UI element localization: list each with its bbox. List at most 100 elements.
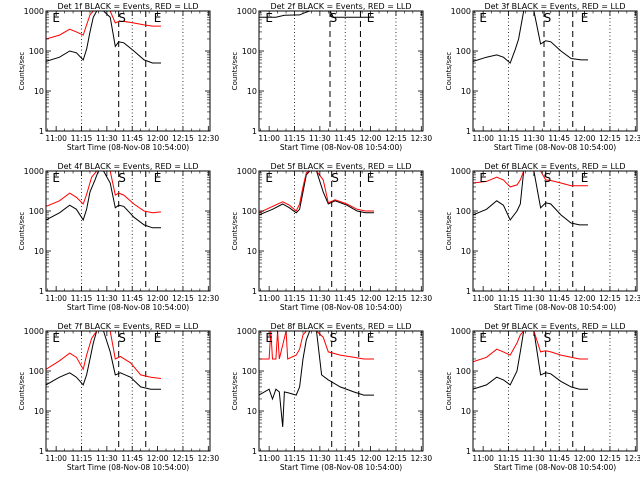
y-tick-label: 100 (29, 367, 44, 376)
x-tick-label: 11:45 (548, 134, 570, 143)
plot-frame (472, 10, 638, 132)
y-axis-label: Counts/sec (445, 372, 453, 411)
marker-e-end: E (581, 171, 589, 185)
series-group (46, 171, 162, 229)
x-axis-label: Start Time (08-Nov-08 10:54:00) (280, 303, 402, 312)
x-axis-label: Start Time (08-Nov-08 10:54:00) (494, 463, 616, 472)
y-axis-label: Counts/sec (231, 372, 239, 411)
marker-e-start: E (265, 11, 273, 25)
panel-det-2: Det 2f BLACK = Events, RED = LLD 1 10 100 10… (231, 2, 432, 152)
series-group (259, 11, 374, 18)
series-lld-line (259, 171, 374, 214)
marker-s: S (118, 331, 126, 345)
x-tick-label: 12:15 (385, 454, 407, 463)
panel-det-8: Det 8f BLACK = Events, RED = LLD 1 10 100 10… (231, 322, 432, 472)
y-tick-label: 10 (34, 87, 44, 96)
x-tick-label: 12:15 (172, 134, 194, 143)
panel-det-7: Det 7f BLACK = Events, RED = LLD 1 10 100 10… (18, 322, 219, 472)
x-tick-label: 11:30 (523, 294, 545, 303)
series-events-line (46, 331, 161, 390)
x-tick-label: 11:30 (309, 454, 331, 463)
x-axis-label: Start Time (08-Nov-08 10:54:00) (280, 143, 402, 152)
y-axis-label: Counts/sec (18, 372, 26, 411)
panel-title: Det 9f BLACK = Events, RED = LLD (484, 322, 625, 331)
panel-title: Det 4f BLACK = Events, RED = LLD (57, 162, 198, 171)
marker-e-start: E (52, 331, 60, 345)
marker-s: S (331, 171, 339, 185)
y-tick-label: 100 (242, 207, 257, 216)
x-tick-label: 11:15 (498, 294, 520, 303)
y-tick-label: 10 (247, 87, 257, 96)
x-tick-label: 12:00 (574, 454, 596, 463)
x-axis-label: Start Time (08-Nov-08 10:54:00) (67, 143, 189, 152)
x-tick-label: 11:45 (334, 294, 356, 303)
marker-e-end: E (581, 331, 589, 345)
y-tick-label: 100 (242, 367, 257, 376)
marker-e-end: E (367, 171, 375, 185)
y-tick-label: 10 (34, 407, 44, 416)
panel-det-4: Det 4f BLACK = Events, RED = LLD 1 10 100 10… (18, 162, 219, 312)
panel-det-5: Det 5f BLACK = Events, RED = LLD 1 10 100 10… (231, 162, 432, 312)
x-tick-label: 11:00 (472, 294, 494, 303)
x-tick-label: 12:30 (410, 294, 432, 303)
panel-title: Det 5f BLACK = Events, RED = LLD (270, 162, 411, 171)
panel-title: Det 7f BLACK = Events, RED = LLD (57, 322, 198, 331)
marker-s: S (330, 11, 338, 25)
x-tick-label: 11:45 (548, 294, 570, 303)
series-group (473, 11, 588, 64)
x-tick-label: 11:45 (121, 134, 143, 143)
x-tick-label: 12:15 (172, 294, 194, 303)
marker-e-end: E (581, 11, 589, 25)
series-events-line (46, 11, 161, 64)
marker-e-end: E (367, 11, 375, 25)
series-events-line (46, 171, 161, 229)
series-events-line (473, 331, 588, 390)
x-tick-label: 12:00 (147, 134, 169, 143)
x-axis-label: Start Time (08-Nov-08 10:54:00) (494, 143, 616, 152)
plot-frame (258, 10, 424, 132)
marker-e-end: E (154, 331, 162, 345)
x-tick-label: 12:15 (599, 454, 621, 463)
marker-e-start: E (479, 331, 487, 345)
x-tick-label: 12:15 (599, 294, 621, 303)
x-tick-label: 11:15 (284, 294, 306, 303)
marker-e-start: E (479, 171, 487, 185)
panel-det-6: Det 6f BLACK = Events, RED = LLD 1 10 100 10… (445, 162, 640, 312)
x-tick-label: 11:00 (45, 294, 67, 303)
x-tick-label: 11:45 (334, 454, 356, 463)
x-tick-label: 12:00 (360, 454, 382, 463)
y-tick-label: 1 (252, 127, 257, 136)
x-tick-label: 11:00 (45, 454, 67, 463)
plot-frame (45, 330, 211, 452)
x-tick-label: 12:30 (197, 134, 219, 143)
series-lld-line (46, 171, 162, 214)
x-tick-label: 11:30 (309, 294, 331, 303)
series-group (46, 11, 161, 64)
y-tick-label: 1 (252, 447, 257, 456)
x-tick-label: 11:00 (258, 454, 280, 463)
marker-s: S (544, 171, 552, 185)
x-tick-label: 11:00 (472, 134, 494, 143)
x-tick-label: 12:00 (147, 294, 169, 303)
marker-s: S (118, 11, 126, 25)
series-lld-line (473, 171, 588, 188)
y-tick-label: 100 (456, 47, 471, 56)
marker-e-start: E (52, 171, 60, 185)
y-tick-label: 10 (247, 247, 257, 256)
y-tick-label: 1000 (24, 7, 44, 16)
y-tick-label: 1 (466, 447, 471, 456)
x-tick-label: 11:30 (96, 454, 118, 463)
x-axis-label: Start Time (08-Nov-08 10:54:00) (67, 463, 189, 472)
x-tick-label: 11:30 (96, 134, 118, 143)
plot-frame (258, 170, 424, 292)
marker-s: S (544, 331, 552, 345)
marker-s: S (118, 171, 126, 185)
y-tick-label: 1 (466, 287, 471, 296)
series-events-line (473, 11, 588, 64)
x-tick-label: 12:00 (147, 454, 169, 463)
series-group (259, 331, 374, 427)
x-tick-label: 11:15 (284, 454, 306, 463)
x-tick-label: 11:15 (498, 454, 520, 463)
series-group (473, 171, 588, 226)
